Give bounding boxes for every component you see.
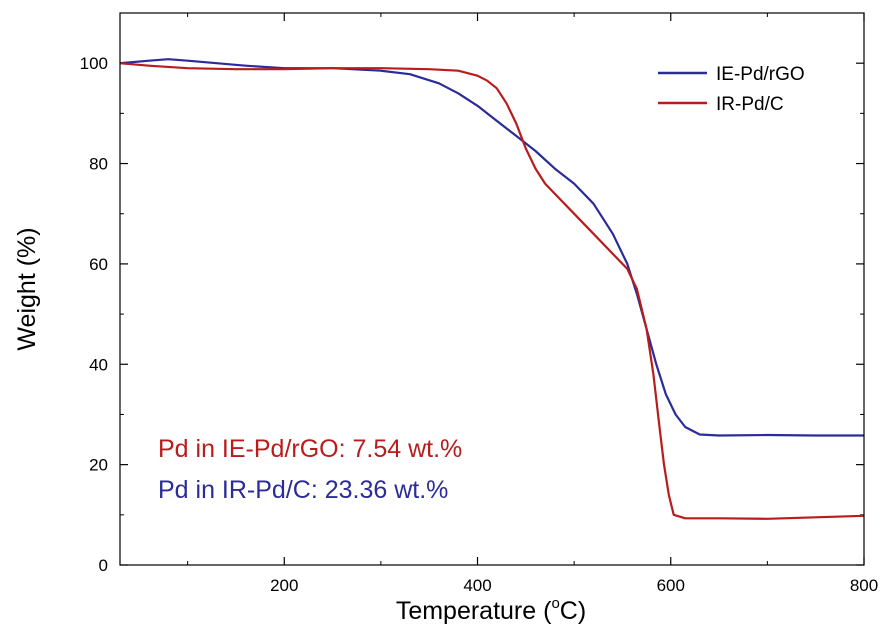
y-tick-label: 40 (89, 355, 108, 374)
x-axis-title-super: o (551, 595, 559, 612)
minor-ticks (120, 13, 864, 565)
x-tick-label: 400 (463, 576, 491, 595)
annotation-ir-pd-c-loading: Pd in IR-Pd/C: 23.36 wt.% (158, 476, 448, 504)
y-tick-label: 60 (89, 255, 108, 274)
x-axis-title: Temperature (oC) (396, 595, 586, 625)
legend-label-ie-pd-rgo: IE-Pd/rGO (716, 64, 805, 85)
series-layer (119, 58, 865, 520)
x-axis-title-unit: C) (560, 597, 586, 625)
x-axis-title-main: Temperature ( (396, 597, 552, 625)
series-line-ir-pd-c (119, 62, 865, 520)
legend-label-ir-pd-c: IR-Pd/C (716, 94, 784, 115)
x-tick-label: 200 (270, 576, 298, 595)
tick-labels: 200 400 600 800 0 20 40 60 80 100 (80, 54, 879, 595)
y-tick-label: 20 (89, 456, 108, 475)
y-axis-title: Weight (%) (13, 227, 41, 350)
annotation-ie-pd-rgo-loading: Pd in IE-Pd/rGO: 7.54 wt.% (158, 435, 462, 463)
series-line-ie-pd-rgo (119, 58, 864, 437)
y-tick-label: 80 (89, 155, 108, 174)
x-tick-label: 600 (657, 576, 685, 595)
x-tick-label: 800 (850, 576, 878, 595)
y-tick-label: 0 (99, 556, 108, 575)
y-tick-label: 100 (80, 54, 108, 73)
plot-frame (119, 12, 865, 566)
legend: IE-Pd/rGO IR-Pd/C (658, 64, 805, 115)
